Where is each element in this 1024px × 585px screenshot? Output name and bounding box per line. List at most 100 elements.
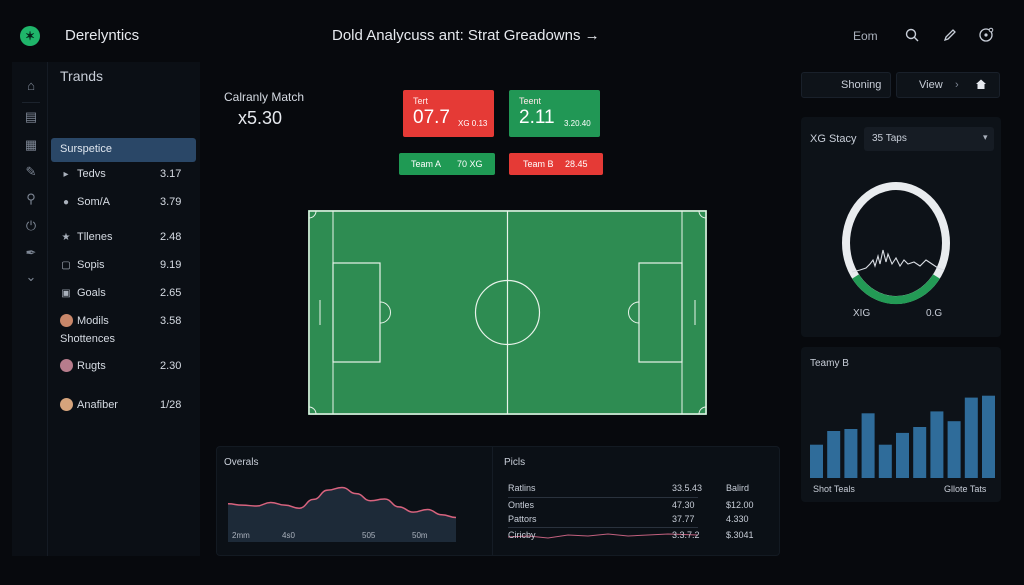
overals-area bbox=[228, 487, 456, 542]
sidebar-item-label[interactable]: Shottences bbox=[60, 333, 116, 345]
match-label: Calranly Match bbox=[224, 90, 305, 104]
picks-cell: 33.5.43 bbox=[672, 483, 703, 493]
sidebar-item-value: 2.65 bbox=[160, 287, 182, 299]
tab-showing-label: Shoning bbox=[841, 79, 882, 91]
tab-view-label: View bbox=[919, 79, 943, 91]
score-card-red[interactable]: Tert 07.7 XG 0.13 bbox=[403, 90, 494, 137]
sidebar-item-label[interactable]: Sopis bbox=[77, 259, 105, 271]
xg-label: XG Stacy bbox=[810, 133, 857, 145]
app-logo-icon[interactable]: ✶ bbox=[20, 26, 40, 46]
gauge-sparkline bbox=[851, 249, 945, 273]
home-icon[interactable] bbox=[975, 78, 987, 93]
search-icon[interactable] bbox=[903, 26, 921, 44]
picks-cell: 37.77 bbox=[672, 514, 695, 524]
team-b-bar-chart bbox=[810, 395, 995, 478]
chevron-down-icon[interactable]: ⌄ bbox=[25, 269, 37, 284]
gauge-left-label: XIG bbox=[853, 308, 871, 319]
pen-icon[interactable]: ✒ bbox=[25, 245, 37, 260]
score-card-green[interactable]: Teent 2.11 3.20.40 bbox=[509, 90, 600, 137]
sidebar-title: Trands bbox=[60, 68, 104, 84]
xg-gauge bbox=[842, 182, 950, 305]
picks-cell: Ontles bbox=[508, 500, 535, 510]
sidebar-item-value: 1/28 bbox=[160, 399, 182, 411]
picks-title: Picls bbox=[504, 457, 526, 468]
picks-cell: 4.330 bbox=[726, 514, 749, 524]
picks-cell: $12.00 bbox=[726, 500, 754, 510]
bar bbox=[878, 444, 892, 478]
sidebar-item-value: 3.58 bbox=[160, 315, 182, 327]
sidebar-item-label[interactable]: Goals bbox=[77, 287, 106, 299]
gauge-fill-arc bbox=[852, 274, 940, 305]
picks-cell: Pattors bbox=[508, 514, 537, 524]
bar bbox=[844, 429, 858, 478]
settings-icon[interactable] bbox=[977, 26, 995, 44]
chevron-down-icon[interactable]: ▾ bbox=[983, 132, 988, 142]
sidebar-item-label[interactable]: Tedvs bbox=[77, 168, 106, 180]
sidebar-item-value: 3.17 bbox=[160, 168, 182, 180]
overals-tick: 2mm bbox=[232, 531, 250, 540]
icon-rail bbox=[12, 62, 48, 556]
square-icon: ▢ bbox=[61, 259, 71, 271]
sidebar-item-label[interactable]: Modils bbox=[77, 315, 109, 327]
team-a-label: Team A bbox=[411, 159, 442, 169]
overals-tick: 50m bbox=[412, 531, 428, 540]
table-row[interactable]: Pattors 37.77 4.330 bbox=[508, 514, 758, 528]
team-a-value: 70 XG bbox=[457, 159, 483, 169]
pencil-icon[interactable] bbox=[941, 26, 959, 44]
row-divider bbox=[508, 527, 698, 528]
search-icon[interactable]: ⚲ bbox=[26, 191, 36, 206]
bar bbox=[861, 413, 875, 478]
overals-title: Overals bbox=[224, 457, 259, 468]
team-b-title: Teamy B bbox=[810, 358, 849, 369]
sidebar-item-label[interactable]: Som/A bbox=[77, 196, 111, 208]
sidebar-item-value: 2.48 bbox=[160, 231, 182, 243]
calendar-icon[interactable]: ▦ bbox=[24, 137, 38, 152]
xg-select[interactable] bbox=[864, 127, 994, 151]
score-card-sub: XG 0.13 bbox=[458, 119, 488, 128]
overals-line bbox=[228, 486, 456, 519]
team-a-chip[interactable]: Team A 70 XG bbox=[399, 153, 495, 175]
sidebar bbox=[48, 62, 200, 556]
picks-cell: Ratlins bbox=[508, 483, 536, 493]
star-icon: ★ bbox=[61, 231, 71, 243]
sidebar-item-value: 9.19 bbox=[160, 259, 182, 271]
user-name[interactable]: Eom bbox=[853, 29, 878, 43]
edit-icon[interactable]: ✎ bbox=[25, 164, 37, 179]
score-card-sub: 3.20.40 bbox=[564, 119, 591, 128]
bar bbox=[964, 397, 978, 478]
overals-tick: 505 bbox=[362, 531, 376, 540]
team-b-foot-left: Shot Teals bbox=[813, 484, 855, 494]
xg-select-value: 35 Taps bbox=[872, 133, 907, 144]
sidebar-item-value: 2.30 bbox=[160, 360, 182, 372]
inbox-icon[interactable]: ▤ bbox=[24, 109, 38, 124]
sidebar-item-label[interactable]: Anafiber bbox=[77, 399, 118, 411]
match-value: x5.30 bbox=[238, 108, 283, 128]
app-title: Derelyntics bbox=[65, 27, 140, 44]
sidebar-item-label[interactable]: Rugts bbox=[77, 360, 106, 372]
bar bbox=[982, 395, 995, 478]
home-icon[interactable]: ⌂ bbox=[27, 77, 35, 93]
avatar bbox=[60, 398, 73, 411]
picks-cell: $.3041 bbox=[726, 530, 754, 540]
table-row[interactable]: Ciricby 3.3.7.2 $.3041 bbox=[508, 530, 758, 544]
overals-line-chart bbox=[228, 486, 456, 542]
team-b-chip[interactable]: Team B 28.45 bbox=[509, 153, 603, 175]
table-row[interactable]: Ontles 47.30 $12.00 bbox=[508, 500, 758, 514]
power-icon[interactable]: ⏻ bbox=[25, 218, 37, 233]
tab-showing[interactable]: Shoning bbox=[801, 72, 891, 98]
score-card-top-label: Tert bbox=[413, 96, 429, 106]
table-row[interactable]: Ratlins 33.5.43 Balird bbox=[508, 483, 758, 497]
team-b-label: Team B bbox=[523, 159, 554, 169]
gauge-right-label: 0.G bbox=[926, 308, 943, 319]
row-divider bbox=[508, 497, 698, 498]
sidebar-item-label[interactable]: Tllenes bbox=[77, 231, 113, 243]
sidebar-item-value: 3.79 bbox=[160, 196, 182, 208]
bar bbox=[827, 431, 841, 478]
picks-sparkline bbox=[508, 533, 698, 539]
bar bbox=[930, 411, 944, 478]
sidebar-item-active[interactable] bbox=[51, 138, 196, 162]
football-pitch[interactable] bbox=[308, 210, 707, 415]
team-b-value: 28.45 bbox=[565, 159, 588, 169]
score-card-value: 2.11 bbox=[519, 107, 555, 128]
tab-view[interactable]: View › bbox=[896, 72, 1000, 98]
